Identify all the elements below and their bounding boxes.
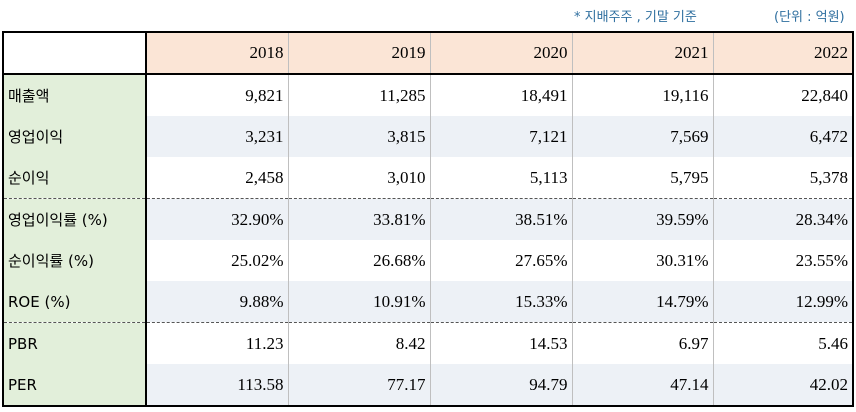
value-cell: 11,285 — [288, 74, 431, 116]
value-cell: 27.65% — [430, 240, 573, 281]
value-cell: 14.53 — [430, 322, 573, 364]
value-cell: 26.68% — [288, 240, 431, 281]
value-cell: 5,113 — [430, 157, 573, 199]
value-cell: 5.46 — [713, 322, 854, 364]
value-cell: 77.17 — [288, 364, 431, 407]
table-row-net-margin: 순이익률 (%) 25.02% 26.68% 27.65% 30.31% 23.… — [2, 240, 854, 281]
value-cell: 14.79% — [572, 281, 714, 323]
value-cell: 6.97 — [572, 322, 714, 364]
value-cell: 38.51% — [430, 198, 573, 240]
value-cell: 3,815 — [288, 116, 431, 157]
table-row-roe: ROE (%) 9.88% 10.91% 15.33% 14.79% 12.99… — [2, 281, 854, 323]
year-header-cell: 2020 — [430, 31, 573, 75]
value-cell: 11.23 — [146, 322, 289, 364]
value-cell: 19,116 — [572, 74, 714, 116]
value-cell: 94.79 — [430, 364, 573, 407]
year-header-cell: 2018 — [146, 31, 289, 75]
value-cell: 18,491 — [430, 74, 573, 116]
row-label: 순이익 — [2, 157, 147, 199]
year-header-row: 2018 2019 2020 2021 2022 — [2, 31, 854, 75]
unit-note: (단위 : 억원) — [774, 10, 845, 25]
row-label: ROE (%) — [2, 281, 147, 323]
value-cell: 8.42 — [288, 322, 431, 364]
value-cell: 7,569 — [572, 116, 714, 157]
financial-summary-table: 2018 2019 2020 2021 2022 매출액 9,821 11,28… — [2, 31, 854, 407]
value-cell: 6,472 — [713, 116, 854, 157]
value-cell: 28.34% — [713, 198, 854, 240]
value-cell: 5,795 — [572, 157, 714, 199]
value-cell: 15.33% — [430, 281, 573, 323]
row-label: PBR — [2, 322, 147, 364]
row-label: 영업이익 — [2, 116, 147, 157]
value-cell: 39.59% — [572, 198, 714, 240]
row-label: 순이익률 (%) — [2, 240, 147, 281]
year-header-cell: 2019 — [288, 31, 431, 75]
value-cell: 25.02% — [146, 240, 289, 281]
row-label: 매출액 — [2, 74, 147, 116]
value-cell: 42.02 — [713, 364, 854, 407]
value-cell: 47.14 — [572, 364, 714, 407]
value-cell: 113.58 — [146, 364, 289, 407]
value-cell: 3,010 — [288, 157, 431, 199]
table-notes: * 지배주주 , 기말 기준 (단위 : 억원) — [0, 6, 856, 26]
table-row-revenue: 매출액 9,821 11,285 18,491 19,116 22,840 — [2, 74, 854, 116]
value-cell: 22,840 — [713, 74, 854, 116]
value-cell: 33.81% — [288, 198, 431, 240]
value-cell: 9.88% — [146, 281, 289, 323]
table-row-net-income: 순이익 2,458 3,010 5,113 5,795 5,378 — [2, 157, 854, 199]
value-cell: 12.99% — [713, 281, 854, 323]
table-row-operating-margin: 영업이익률 (%) 32.90% 33.81% 38.51% 39.59% 28… — [2, 198, 854, 240]
value-cell: 32.90% — [146, 198, 289, 240]
value-cell: 3,231 — [146, 116, 289, 157]
value-cell: 30.31% — [572, 240, 714, 281]
value-cell: 5,378 — [713, 157, 854, 199]
value-cell: 10.91% — [288, 281, 431, 323]
year-header-cell: 2022 — [713, 31, 854, 75]
value-cell: 7,121 — [430, 116, 573, 157]
value-cell: 2,458 — [146, 157, 289, 199]
row-label: PER — [2, 364, 147, 407]
table-row-operating-profit: 영업이익 3,231 3,815 7,121 7,569 6,472 — [2, 116, 854, 157]
financial-table-container: 2018 2019 2020 2021 2022 매출액 9,821 11,28… — [2, 31, 854, 407]
value-cell: 9,821 — [146, 74, 289, 116]
basis-note: * 지배주주 , 기말 기준 — [574, 10, 697, 25]
table-row-per: PER 113.58 77.17 94.79 47.14 42.02 — [2, 364, 854, 407]
value-cell: 23.55% — [713, 240, 854, 281]
year-header-cell: 2021 — [572, 31, 714, 75]
header-corner-cell — [2, 31, 147, 75]
table-row-pbr: PBR 11.23 8.42 14.53 6.97 5.46 — [2, 322, 854, 364]
row-label: 영업이익률 (%) — [2, 198, 147, 240]
